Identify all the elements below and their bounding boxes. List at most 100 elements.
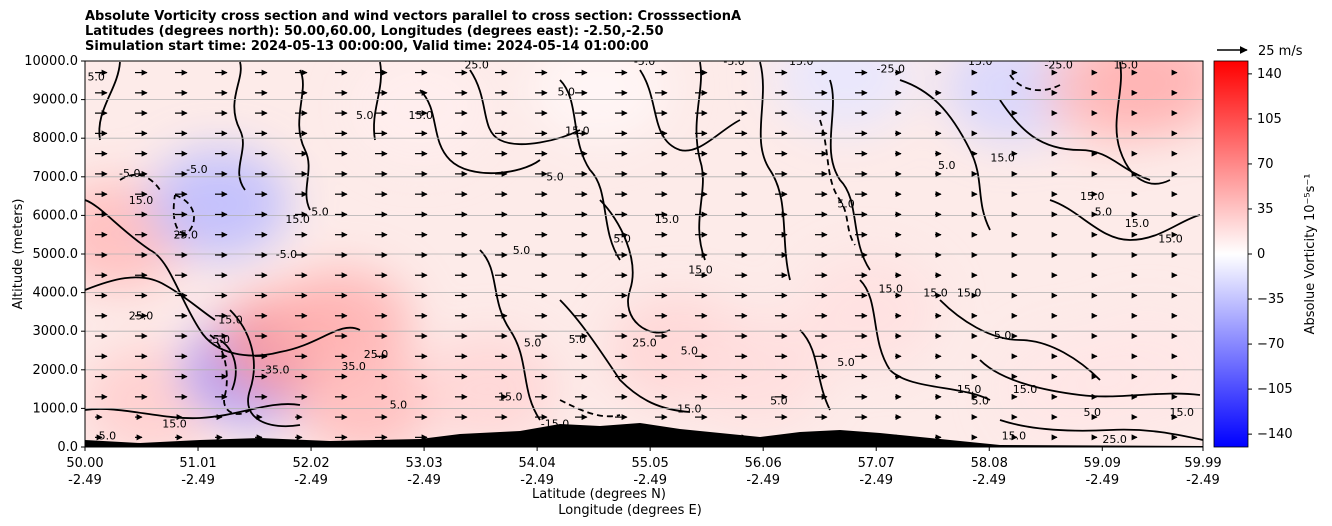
vorticity-blob [1089, 61, 1203, 136]
contour-label: 15.0 [688, 263, 713, 276]
y-tick-label: 5000.0 [33, 247, 79, 262]
contour-label: 15.0 [923, 286, 948, 299]
contour-label: 5.0 [557, 86, 575, 99]
x-tick-label-lon: -2.49 [1186, 473, 1220, 488]
contour-label: -5.0 [723, 55, 744, 68]
contour-line [829, 79, 871, 271]
x-axis-label-latitude: Latitude (degrees N) [532, 487, 666, 502]
y-tick-label: 0.0 [57, 440, 78, 455]
terrain-silhouette [85, 423, 1203, 447]
contour-label: 25.0 [464, 59, 489, 72]
contour-line [298, 69, 311, 211]
contour-label: 15.0 [1002, 429, 1027, 442]
contour-line [759, 61, 791, 281]
y-axis-label: Altitude (meters) [11, 199, 26, 310]
contour-label: 15.0 [408, 109, 433, 122]
contour-label: 5.0 [1083, 406, 1101, 419]
x-tick-label-lat: 57.07 [858, 456, 895, 471]
colorbar [1213, 60, 1249, 448]
contour-label: 5.0 [837, 198, 855, 211]
contour-label: 5.0 [972, 395, 990, 408]
contour-label: 5.0 [681, 344, 699, 357]
contour-label: 25.0 [632, 337, 657, 350]
y-tick-label: 2000.0 [33, 363, 79, 378]
y-axis: 0.0 1000.0 2000.0 3000.0 4000.0 5000.0 6000.0 7… [24, 54, 85, 455]
contour-label: 15.0 [1114, 59, 1139, 72]
contour-label: 15.0 [1080, 190, 1105, 203]
contour-line [1049, 199, 1201, 241]
quiver-key: 25 m/s [1217, 44, 1303, 59]
contour-label: 15.0 [968, 55, 993, 68]
vorticity-blob [149, 148, 290, 259]
x-tick-label-lat: 50.00 [66, 456, 103, 471]
contour-label: 25.0 [364, 348, 389, 361]
x-tick-label-lat: 52.02 [292, 456, 329, 471]
x-tick-label-lon: -2.49 [68, 473, 102, 488]
contour-label: -5.0 [209, 333, 230, 346]
x-tick-label-lat: 54.04 [519, 456, 556, 471]
y-tick-label: 4000.0 [33, 286, 79, 301]
colorbar-tick-label: 35 [1257, 202, 1274, 217]
contour-label: 5.0 [938, 159, 956, 172]
quiver-key-label: 25 m/s [1258, 44, 1303, 59]
contour-line [939, 299, 1101, 381]
contour-line [799, 329, 831, 411]
vorticity-blob [529, 61, 670, 144]
contour-line [999, 419, 1203, 441]
contour-label: 15.0 [1169, 406, 1194, 419]
contour-label: 5.0 [994, 329, 1012, 342]
y-tick-label: 9000.0 [33, 93, 79, 108]
contour-label: -35.0 [261, 364, 289, 377]
x-tick-label-lat: 53.03 [405, 456, 442, 471]
wind-vectors [95, 69, 1178, 441]
y-tick-label: 10000.0 [24, 54, 78, 69]
contour-line [979, 359, 1201, 398]
y-tick-label: 3000.0 [33, 324, 79, 339]
x-tick-label-lon: -2.49 [294, 473, 328, 488]
contour-line [233, 61, 246, 191]
contour-label: 35.0 [341, 360, 366, 373]
contour-label: -5.0 [186, 163, 207, 176]
contour-line [373, 61, 382, 141]
contour-label: 5.0 [837, 356, 855, 369]
contour-line-dashed [1009, 74, 1061, 92]
x-tick-label-lon: -2.49 [407, 473, 441, 488]
vorticity-blob [294, 345, 435, 447]
contour-label: -5.0 [276, 248, 297, 261]
contour-label: 15.0 [1158, 232, 1183, 245]
contour-label: 5.0 [613, 232, 631, 245]
colorbar-tick-label: 70 [1257, 157, 1274, 172]
contour-label: 15.0 [957, 383, 982, 396]
x-tick-label-lon: -2.49 [181, 473, 215, 488]
y-tick-label: 6000.0 [33, 208, 79, 223]
colorbar-tick-label: −140 [1257, 427, 1293, 442]
contour-label: 15.0 [565, 124, 590, 137]
x-axis-label-longitude: Longitude (degrees E) [558, 503, 702, 518]
contour-line [85, 199, 361, 357]
colorbar-tick-label: −105 [1257, 382, 1293, 397]
contour-label: 5.0 [546, 171, 564, 184]
contour-label: 15.0 [218, 313, 243, 326]
x-tick-label-lat: 59.99 [1184, 456, 1221, 471]
contour-label: 5.0 [99, 429, 117, 442]
contour-line [85, 276, 216, 321]
chart-title-block: Absolute Vorticity cross section and win… [85, 9, 741, 54]
contour-line-dashed [172, 194, 195, 234]
x-tick-label-lon: -2.49 [1085, 473, 1119, 488]
chart-title: Absolute Vorticity cross section and win… [85, 9, 742, 24]
x-tick-label-lat: 59.09 [1084, 456, 1121, 471]
chart-subtitle-2: Simulation start time: 2024-05-13 00:00:… [85, 39, 649, 54]
x-tick-label-lat: 55.05 [632, 456, 669, 471]
colorbar-ticks: 140 105 70 35 0 −35 −70 −105 −140 [1248, 67, 1293, 442]
contour-line [85, 403, 301, 420]
contour-line [639, 69, 741, 152]
x-tick-label-lon: -2.49 [746, 473, 780, 488]
contour-label: 15.0 [162, 418, 187, 431]
contour-label: 25.0 [129, 310, 154, 323]
contour-line [999, 99, 1151, 181]
contour-line-dashed [559, 399, 621, 418]
colorbar-tick-label: −70 [1257, 337, 1284, 352]
contour-label: 5.0 [524, 337, 542, 350]
contour-label: 5.0 [311, 205, 329, 218]
